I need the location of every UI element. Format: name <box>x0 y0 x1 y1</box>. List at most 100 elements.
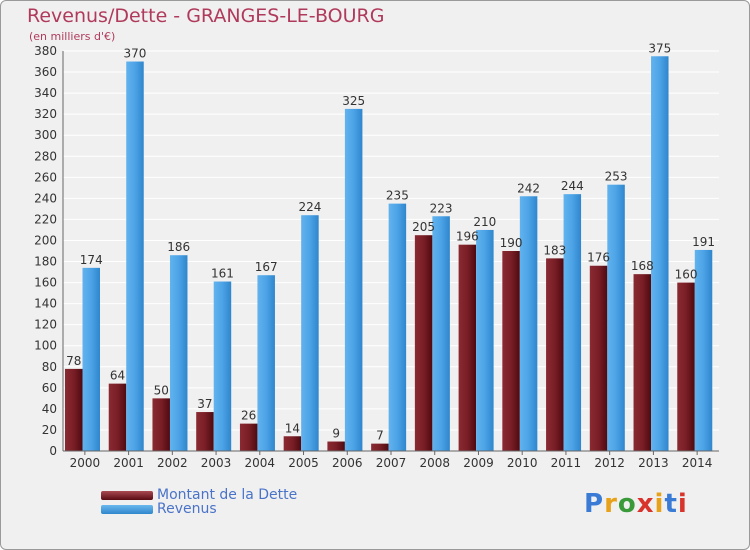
legend-item-debt: Montant de la Dette <box>101 487 297 503</box>
y-tick-label: 140 <box>34 297 57 311</box>
data-label-debt: 7 <box>376 429 384 443</box>
y-tick-label: 340 <box>34 86 57 100</box>
y-tick-label: 0 <box>49 444 57 458</box>
legend-label-revenue: Revenus <box>157 501 217 517</box>
legend-label-debt: Montant de la Dette <box>157 487 298 503</box>
legend-swatch-revenue <box>101 504 153 514</box>
logo-letter: t <box>664 489 678 519</box>
data-label-revenue: 186 <box>167 240 190 254</box>
x-tick-label: 2014 <box>682 456 713 470</box>
x-tick-label: 2009 <box>463 456 494 470</box>
data-label-revenue: 167 <box>255 260 278 274</box>
data-label-revenue: 253 <box>605 170 628 184</box>
bar-debt <box>283 436 302 451</box>
logo-letter: o <box>617 489 637 519</box>
bar-revenue <box>257 275 275 451</box>
bar-revenue <box>388 203 407 451</box>
bar-debt <box>502 251 520 451</box>
bar-debt <box>677 282 695 451</box>
data-label-revenue: 223 <box>430 201 453 215</box>
data-label-debt: 14 <box>285 421 300 435</box>
y-tick-label: 380 <box>34 44 57 58</box>
bar-debt <box>458 244 477 451</box>
x-tick-label: 2003 <box>201 456 232 470</box>
data-label-debt: 183 <box>543 243 566 257</box>
data-label-revenue: 375 <box>648 41 671 55</box>
x-tick-label: 2005 <box>288 456 319 470</box>
bar-debt <box>546 258 564 451</box>
y-tick-label: 320 <box>34 107 57 121</box>
bar-debt <box>371 443 389 451</box>
bar-debt <box>196 412 214 451</box>
legend-item-revenue: Revenus <box>101 501 217 517</box>
data-label-revenue: 325 <box>342 94 365 108</box>
bar-revenue <box>651 56 669 452</box>
data-label-debt: 26 <box>241 409 256 423</box>
bar-revenue <box>126 61 144 452</box>
x-tick-label: 2010 <box>507 456 538 470</box>
bar-debt <box>327 441 345 451</box>
y-tick-label: 160 <box>34 276 57 290</box>
bar-debt <box>589 265 608 451</box>
data-label-debt: 160 <box>675 268 698 282</box>
bar-debt <box>633 274 652 451</box>
x-tick-label: 2000 <box>70 456 101 470</box>
data-label-debt: 190 <box>500 236 523 250</box>
y-tick-label: 300 <box>34 128 57 142</box>
bar-revenue <box>344 108 363 451</box>
legend-swatch-debt <box>101 490 153 500</box>
bar-revenue <box>519 196 538 451</box>
data-label-debt: 64 <box>110 369 125 383</box>
logo-letter: P <box>584 489 605 519</box>
bar-debt <box>108 383 127 451</box>
x-tick-label: 2012 <box>594 456 625 470</box>
bar-revenue <box>169 255 188 451</box>
bar-revenue <box>301 215 319 451</box>
x-tick-label: 2007 <box>376 456 407 470</box>
data-label-revenue: 174 <box>80 253 103 267</box>
data-label-debt: 9 <box>332 427 340 441</box>
y-tick-label: 200 <box>34 233 57 247</box>
data-label-revenue: 244 <box>561 179 584 193</box>
bar-debt <box>65 368 83 451</box>
y-tick-label: 80 <box>42 360 57 374</box>
data-label-revenue: 370 <box>124 47 147 61</box>
logo-letter: x <box>636 489 655 519</box>
y-tick-label: 120 <box>34 318 57 332</box>
x-tick-label: 2008 <box>419 456 450 470</box>
bar-revenue <box>476 229 494 451</box>
bar-debt <box>152 398 170 451</box>
data-label-debt: 37 <box>197 397 212 411</box>
data-label-revenue: 210 <box>473 215 496 229</box>
y-tick-label: 260 <box>34 170 57 184</box>
y-tick-label: 20 <box>42 423 57 437</box>
y-tick-label: 40 <box>42 402 57 416</box>
bar-revenue <box>563 194 582 451</box>
logo-letter: i <box>654 489 665 519</box>
bar-revenue <box>213 281 232 451</box>
data-label-debt: 168 <box>631 259 654 273</box>
y-tick-label: 280 <box>34 149 57 163</box>
y-tick-label: 360 <box>34 65 57 79</box>
chart-subtitle: (en milliers d'€) <box>29 30 116 43</box>
y-tick-label: 180 <box>34 255 57 269</box>
x-tick-label: 2013 <box>638 456 669 470</box>
y-tick-label: 220 <box>34 212 57 226</box>
x-tick-label: 2002 <box>157 456 188 470</box>
bar-revenue <box>82 267 100 451</box>
x-tick-label: 2004 <box>245 456 276 470</box>
proxiti-logo: Proxiti <box>584 489 688 519</box>
data-label-revenue: 224 <box>298 200 321 214</box>
bar-debt <box>239 423 258 451</box>
data-label-debt: 50 <box>154 383 169 397</box>
bar-revenue <box>607 184 625 451</box>
data-label-revenue: 235 <box>386 189 409 203</box>
data-label-revenue: 242 <box>517 181 540 195</box>
bar-debt <box>414 235 433 451</box>
y-tick-label: 60 <box>42 381 57 395</box>
chart-title: Revenus/Dette - GRANGES-LE-BOURG <box>27 5 385 27</box>
data-label-debt: 176 <box>587 251 610 265</box>
data-label-debt: 196 <box>456 230 479 244</box>
